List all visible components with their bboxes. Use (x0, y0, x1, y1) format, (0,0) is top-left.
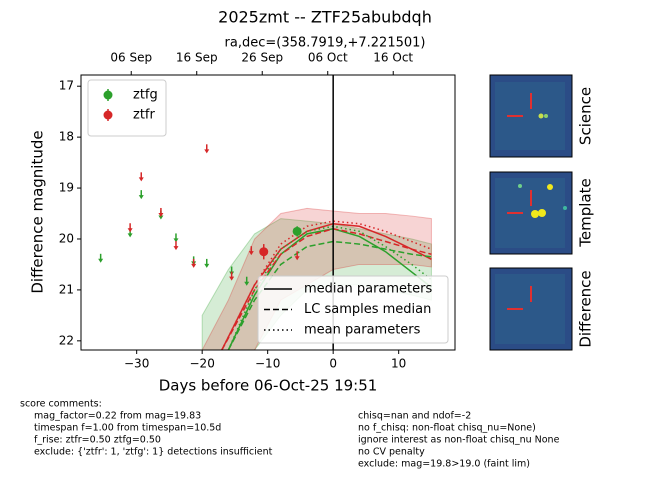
limit-arrow (204, 149, 210, 154)
y-tick-label: 20 (59, 231, 74, 245)
upper-limit (138, 190, 144, 200)
legend-label: LC samples median (304, 302, 431, 317)
limit-arrow (173, 238, 179, 243)
difference-image (489, 267, 573, 351)
style-legend: median parameters LC samples median mean p… (257, 275, 449, 344)
limit-arrow (204, 263, 210, 268)
limit-arrow (229, 276, 235, 281)
upper-limit (127, 223, 133, 233)
cutout-label: Difference (577, 270, 595, 347)
detection-point (259, 247, 269, 257)
science-image (489, 74, 573, 158)
limit-arrow (248, 251, 254, 256)
limit-arrow (127, 233, 133, 238)
detection (292, 226, 302, 237)
score-comment: exclude: mag=19.8>19.0 (faint lim) (358, 459, 530, 470)
y-tick-label: 22 (59, 333, 74, 347)
upper-limit (294, 251, 300, 261)
model-line (221, 220, 432, 350)
legend-label: ztfg (133, 88, 158, 103)
limit-arrow (127, 228, 133, 233)
y-tick-label: 21 (59, 282, 74, 296)
limit-arrow (191, 263, 197, 268)
score-comment: f_rise: ztfr=0.50 ztfg=0.50 (34, 435, 161, 446)
score-comment: mag_factor=0.22 from mag=19.83 (34, 411, 201, 422)
template-image (489, 171, 573, 255)
x-tick-label: −20 (190, 357, 215, 371)
cutout-label: Template (577, 178, 595, 247)
upper-limit (244, 276, 250, 286)
y-axis-label: Difference magnitude (29, 130, 47, 293)
x2-tick-label: 16 Oct (373, 51, 413, 65)
limit-arrow (244, 281, 250, 286)
score-comment: ignore interest as non-float chisq_nu No… (358, 435, 560, 446)
legend-marker (103, 90, 113, 100)
y-tick-label: 18 (59, 130, 74, 144)
detection-point (292, 226, 302, 236)
chart-title: 2025zmt -- ZTF25abubdqh (218, 8, 432, 27)
x-tick-label: 10 (391, 357, 406, 371)
upper-limit (229, 271, 235, 281)
upper-limit (191, 258, 197, 268)
limit-arrow (138, 195, 144, 200)
detection (259, 244, 269, 260)
x-tick-label: 0 (329, 357, 337, 371)
limit-arrow (294, 256, 300, 261)
limit-arrow (158, 215, 164, 220)
legend-label: mean parameters (304, 323, 421, 338)
upper-limit (138, 172, 144, 182)
score-comment: timespan f=1.00 from timespan=10.5d (34, 423, 221, 434)
upper-limit (204, 258, 210, 268)
limit-arrow (158, 212, 164, 217)
limit-arrow (173, 246, 179, 251)
x2-tick-label: 26 Sep (241, 51, 283, 65)
y-tick-label: 17 (59, 79, 74, 93)
score-comment: score comments: (20, 399, 102, 410)
upper-limit (173, 241, 179, 251)
upper-limit (173, 233, 179, 243)
cutouts (489, 74, 573, 351)
limit-arrow (138, 177, 144, 182)
score-comment: chisq=nan and ndof=-2 (358, 411, 471, 422)
legend-frame (257, 275, 449, 344)
upper-limit (204, 144, 210, 154)
legend-label: median parameters (304, 282, 432, 297)
x2-tick-label: 06 Sep (110, 51, 152, 65)
limit-arrow (98, 258, 104, 263)
upper-limit (248, 246, 254, 256)
score-comment: exclude: {'ztfr': 1, 'ztfg': 1} detectio… (34, 447, 273, 458)
x-axis-label: Days before 06-Oct-25 19:51 (159, 377, 378, 395)
x2-tick-label: 06 Oct (308, 51, 348, 65)
y-tick-label: 19 (59, 181, 74, 195)
chart-subtitle: ra,dec=(358.7919,+7.221501) (225, 36, 426, 51)
score-comment: no f_chisq: non-float chisq_nu=None) (358, 423, 536, 434)
x2-tick-label: 16 Sep (176, 51, 218, 65)
upper-limit (98, 253, 104, 263)
score-comment: no CV penalty (358, 447, 425, 458)
legend-label: ztfr (133, 108, 155, 123)
x-tick-label: −30 (124, 357, 149, 371)
legend-marker (103, 110, 113, 120)
legend: ztfg ztfr (87, 79, 167, 137)
cutout-label: Science (577, 87, 595, 145)
upper-limit (158, 207, 164, 217)
x-tick-label: −10 (255, 357, 280, 371)
